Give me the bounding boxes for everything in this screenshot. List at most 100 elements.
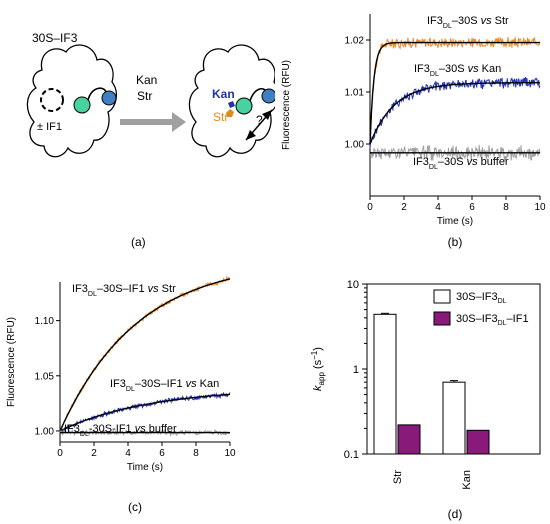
x-tick-label: 4	[435, 202, 441, 213]
ribosome-30s-left	[26, 44, 118, 158]
series-label-post: –30S	[452, 15, 481, 27]
y-label-k: k	[312, 385, 324, 391]
x-tick-label: 4	[125, 448, 131, 459]
x-tick-label: 2	[91, 448, 97, 459]
x-axis-label: Time (s)	[127, 462, 163, 473]
reaction-arrow	[120, 112, 186, 132]
y-tick-label: 1.00	[35, 426, 55, 437]
if3-ctd-green	[73, 96, 91, 114]
y-axis-label: Fluorescence (RFU)	[281, 60, 292, 150]
if3-ctd-green-bound	[235, 97, 253, 115]
series-label-vs: vs	[468, 63, 480, 75]
y-tick-label: 0.1	[344, 449, 359, 461]
y-label-unit: (s	[312, 359, 324, 372]
ribosome-30s-right	[188, 44, 275, 158]
question-mark: ?	[256, 113, 263, 127]
series-fit-0	[369, 41, 540, 145]
series-label-post: –30S	[438, 156, 467, 168]
if3-ntd-blue-bound	[261, 88, 275, 104]
series-label-end: Str	[492, 15, 509, 27]
series-label-sub: DL	[126, 386, 135, 393]
panel-label-a: (a)	[131, 235, 146, 249]
series-fit-0	[59, 278, 231, 432]
y-label-sup: −1	[310, 350, 319, 360]
y-tick-label: 1.05	[35, 371, 55, 382]
series-label-post: -30S-IF1	[89, 423, 135, 435]
legend-label-post: –IF1	[507, 313, 529, 325]
series-label-sub: DL	[80, 431, 89, 438]
y-label-close: )	[312, 347, 324, 351]
kan-ligand-shape	[228, 101, 235, 108]
series-label-1: IF3DL–30S–IF1 vs Kan	[110, 378, 219, 393]
panel-label-b: (b)	[448, 235, 463, 249]
x-tick-label: 2	[401, 202, 407, 213]
series-label-0: IF3DL–30S–IF1 vs Str	[72, 283, 176, 298]
x-tick-label: 8	[503, 202, 509, 213]
series-label-end: Kan	[479, 63, 502, 75]
bar-kan-1	[466, 429, 490, 455]
x-tick-label: 6	[469, 202, 475, 213]
series-fit-1	[369, 81, 540, 145]
series-label-pre: IF3	[427, 15, 443, 27]
y-tick-label: 1.10	[35, 316, 55, 327]
series-label-end: Kan	[197, 378, 220, 390]
legend-label-1: 30S–IF3DL–IF1	[456, 313, 529, 327]
arrow-label-kan: Kan	[136, 73, 157, 87]
series-label-sub: DL	[429, 164, 438, 171]
legend-label-sub: DL	[498, 298, 507, 305]
x-tick-label: 10	[224, 448, 236, 459]
y-tick-label: 1.01	[345, 88, 365, 99]
series-label-vs: vs	[467, 156, 479, 168]
x-tick-label: 8	[193, 448, 199, 459]
if1-label: ± IF1	[37, 121, 62, 133]
series-label-post: –30S	[439, 63, 468, 75]
chart-b: 0 2 4 6 8 10 1.00 1.01 1.02 Time (s) Fluorescence …	[281, 14, 546, 249]
bar-str-1	[397, 424, 421, 455]
y-tick-label: 1.02	[345, 36, 365, 47]
series-label-vs: vs	[135, 423, 147, 435]
legend-swatch-1	[433, 311, 451, 326]
x-category-label: Str	[392, 470, 404, 484]
distance-arrowhead-1	[262, 110, 272, 120]
if3-linker	[87, 87, 107, 101]
panel-label-c: (c)	[128, 500, 142, 514]
panel-label-d: (d)	[448, 507, 463, 521]
series-label-2: IF3DL-30S-IF1 vs buffer	[64, 423, 177, 438]
if1-site-dashed-circle	[40, 88, 64, 112]
x-tick-label: 10	[534, 202, 546, 213]
series-trace-1	[369, 76, 541, 149]
y-tick-label: 1.00	[345, 140, 365, 151]
y-label-sub: app	[317, 372, 326, 386]
series-label-pre: IF3	[72, 283, 88, 295]
series-label-1: IF3DL–30S vs Kan	[414, 63, 501, 78]
complex-label: 30S–IF3	[32, 31, 78, 45]
series-label-post: –30S–IF1	[97, 283, 148, 295]
legend-label-pre: 30S–IF3	[456, 291, 498, 303]
x-tick-label: 0	[57, 448, 63, 459]
series-label-post: –30S–IF1	[135, 378, 186, 390]
y-axis-label: Fluorescence (RFU)	[6, 317, 17, 407]
legend-label-pre: 30S–IF3	[456, 313, 498, 325]
y-axis-label: kapp (s−1)	[310, 347, 326, 391]
bar-str-0	[373, 313, 397, 455]
if3-ntd-blue	[101, 90, 117, 106]
series-label-end: buffer	[146, 423, 177, 435]
series-label-sub: DL	[430, 71, 439, 78]
x-tick-label: 6	[159, 448, 165, 459]
series-label-sub: DL	[88, 291, 97, 298]
x-category-label: Kan	[461, 470, 473, 490]
distance-arrowhead-2	[246, 130, 256, 140]
series-label-pre: IF3	[413, 156, 429, 168]
legend-swatch-0	[433, 289, 451, 304]
series-trace-0	[369, 36, 541, 140]
series-label-pre: IF3	[64, 423, 80, 435]
legend-label-0: 30S–IF3DL	[456, 291, 507, 305]
y-tick-label: 1	[353, 364, 359, 376]
series-label-sub: DL	[443, 23, 452, 30]
chart-c: 0 2 4 6 8 10 1.00 1.05 1.10 Time (s) Fluorescence …	[6, 275, 236, 514]
series-label-pre: IF3	[414, 63, 430, 75]
bound-kan-label: Kan	[212, 87, 235, 101]
series-label-end: buffer	[478, 156, 509, 168]
legend-label-sub: DL	[498, 320, 507, 327]
bar-kan-0	[442, 381, 466, 455]
